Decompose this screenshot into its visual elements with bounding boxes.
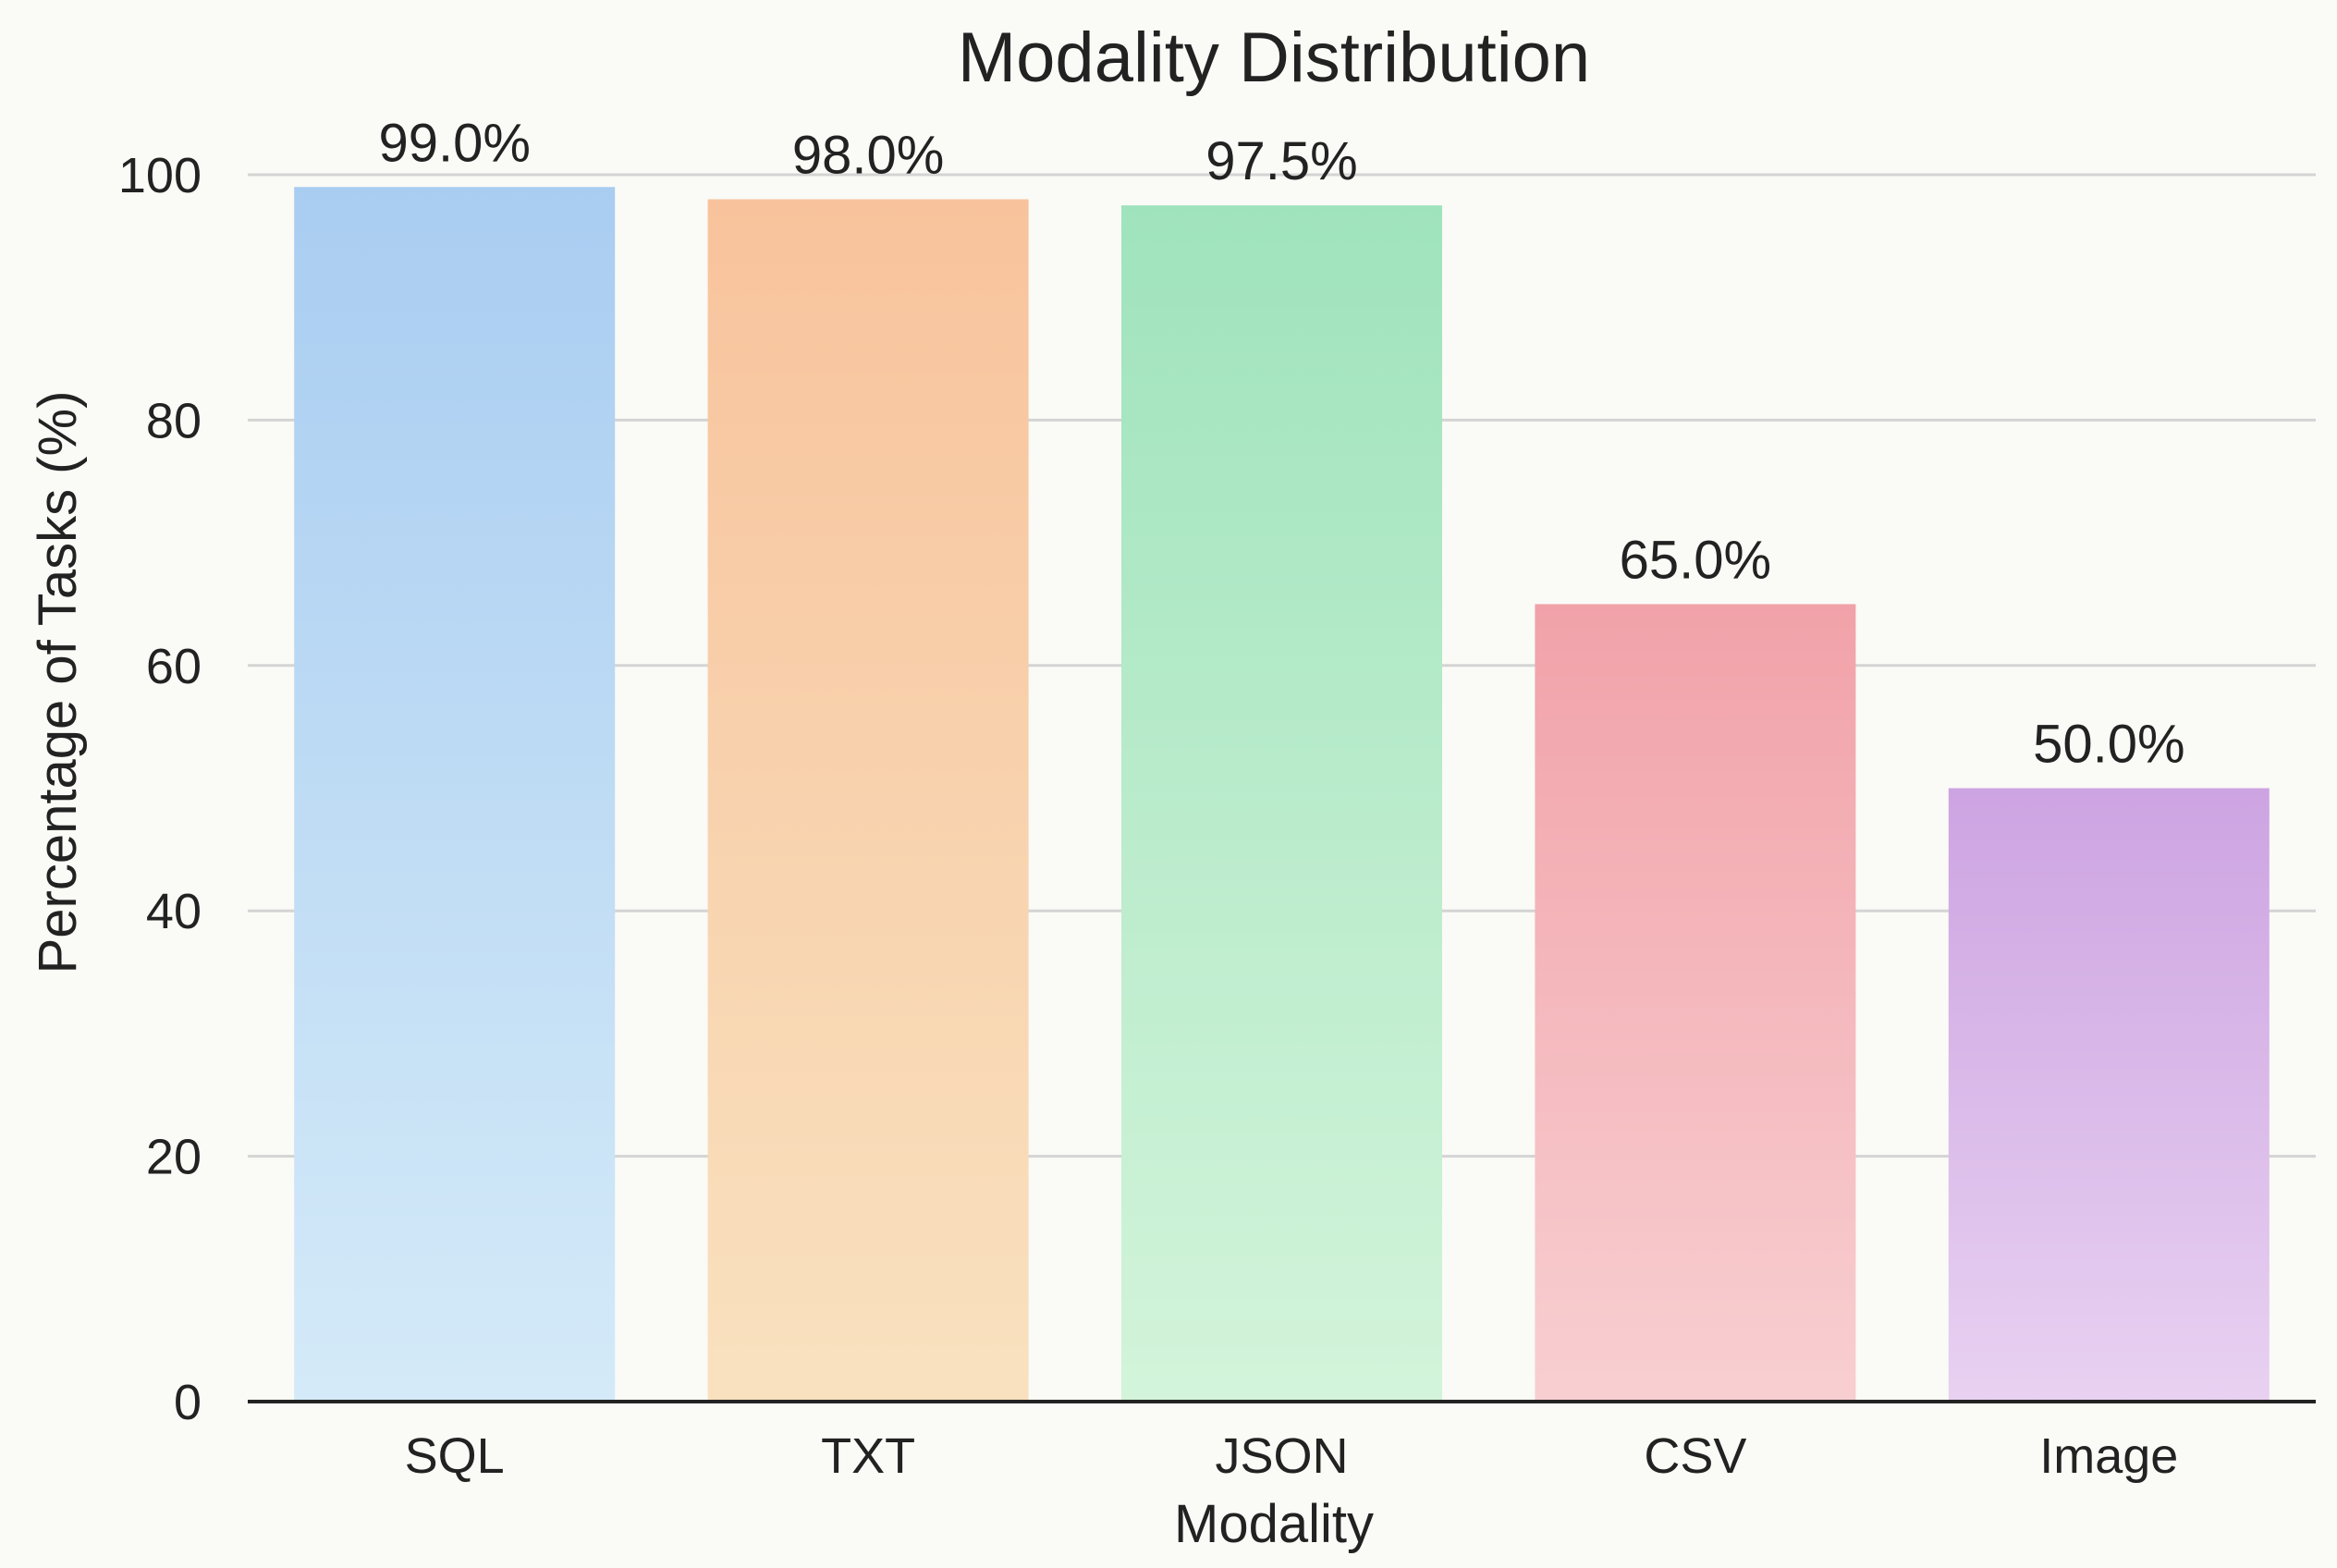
- data-label-txt: 98.0%: [792, 126, 944, 186]
- data-labels: 99.0% 98.0% 97.5% 65.0% 50.0%: [378, 113, 2184, 774]
- x-tick-label-csv: CSV: [1644, 1428, 1746, 1484]
- chart-title: Modality Distribution: [958, 18, 1590, 97]
- x-tick-label-sql: SQL: [405, 1428, 505, 1484]
- data-label-image: 50.0%: [2033, 715, 2184, 775]
- bar-txt: [707, 199, 1029, 1402]
- data-label-json: 97.5%: [1205, 131, 1357, 191]
- data-label-csv: 65.0%: [1620, 530, 1771, 590]
- bar-sql: [294, 187, 616, 1402]
- y-tick-label: 20: [146, 1130, 202, 1185]
- y-axis-title: Percentage of Tasks (%): [28, 391, 88, 974]
- x-tick-label-json: JSON: [1215, 1428, 1348, 1484]
- y-tick-label: 60: [146, 639, 202, 694]
- x-axis-title: Modality: [1174, 1494, 1374, 1554]
- y-tick-label: 0: [174, 1375, 202, 1430]
- data-label-sql: 99.0%: [378, 113, 530, 173]
- y-tick-label: 100: [118, 148, 202, 203]
- bar-csv: [1535, 604, 1856, 1402]
- bar-json: [1121, 205, 1442, 1402]
- x-tick-label-image: Image: [2039, 1428, 2178, 1484]
- bar-image: [1948, 788, 2270, 1402]
- y-tick-label: 40: [146, 884, 202, 939]
- bars: [294, 187, 2270, 1402]
- axis-ticks: 0 20 40 60 80 100 SQL TXT JSON CSV Image: [118, 148, 2178, 1484]
- x-tick-label-txt: TXT: [821, 1428, 915, 1484]
- y-tick-label: 80: [146, 393, 202, 448]
